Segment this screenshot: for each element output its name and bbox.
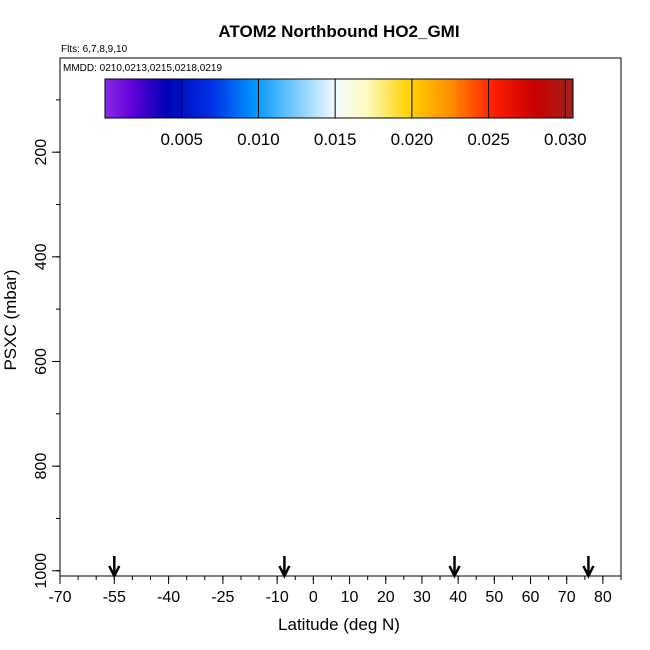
plot-frame [59, 57, 622, 577]
chart-title: ATOM2 Northbound HO2_GMI [218, 22, 459, 41]
flights-label: Flts: 6,7,8,9,10 [61, 44, 128, 55]
dates-label: MMDD: 0210,0213,0215,0218,0219 [63, 63, 222, 74]
